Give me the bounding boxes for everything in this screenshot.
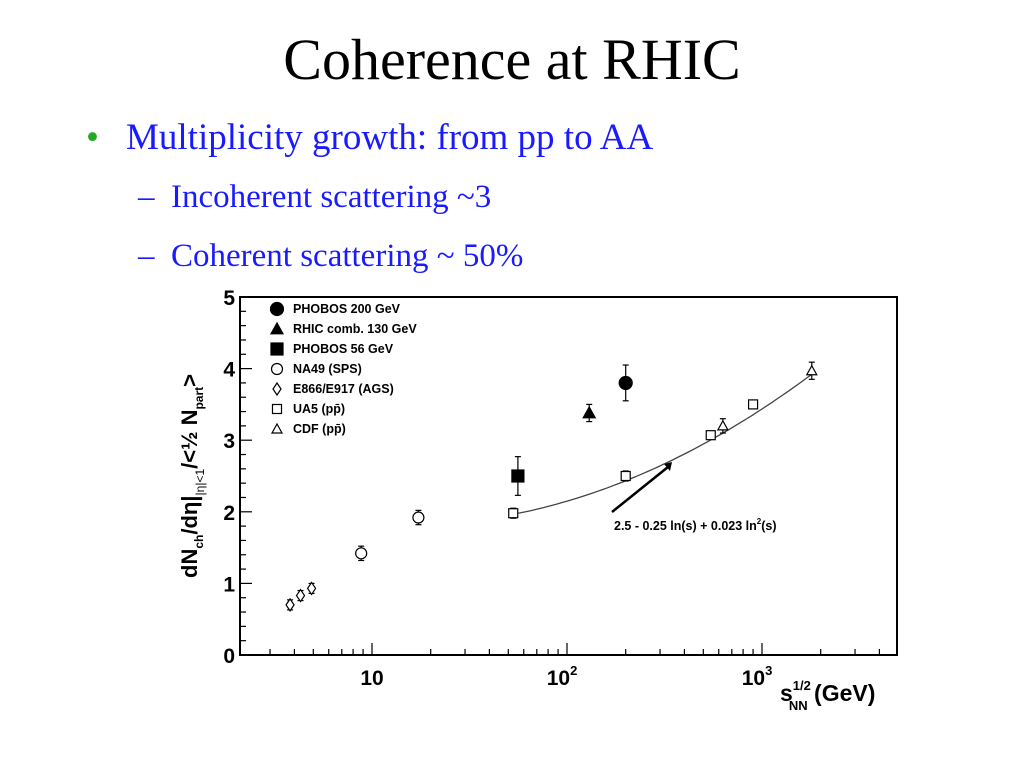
- legend-label: PHOBOS 200 GeV: [293, 302, 401, 316]
- plot-frame: [239, 296, 898, 656]
- bullet-marker: •: [86, 117, 99, 158]
- data-point: [618, 375, 633, 391]
- data-point: [511, 469, 525, 483]
- legend-label: E866/E917 (AGS): [293, 382, 394, 396]
- data-point: [747, 399, 759, 410]
- sub-marker: –: [138, 238, 155, 274]
- data-point: [285, 597, 295, 612]
- data-point: [805, 364, 818, 376]
- x-tick-label: 10: [360, 667, 383, 690]
- y-tick-label: 3: [223, 430, 235, 453]
- legend-label: CDF (pp̄): [293, 422, 346, 436]
- annotation-arrowhead: [664, 462, 672, 471]
- legend-label: PHOBOS 56 GeV: [293, 342, 394, 356]
- bullet-text: Multiplicity growth: from pp to AA: [126, 117, 654, 158]
- legend-marker: [269, 301, 285, 317]
- y-tick-label: 4: [223, 359, 235, 382]
- legend-marker: [272, 381, 282, 397]
- annotation-arrow: [611, 466, 669, 513]
- sub-marker: –: [138, 179, 155, 215]
- x-tick-label: 103: [742, 663, 773, 690]
- legend-label: UA5 (pp̄): [293, 402, 345, 416]
- data-point: [582, 405, 597, 419]
- x-axis-label: s1/2 NN (GeV): [780, 678, 875, 713]
- data-point: [295, 588, 306, 603]
- data-point: [716, 419, 729, 431]
- legend-marker: [270, 422, 284, 434]
- data-point: [508, 508, 519, 519]
- y-tick-label: 1: [223, 573, 235, 596]
- data-point: [306, 581, 317, 596]
- sub-bullet-text: Incoherent scattering ~3: [171, 179, 492, 215]
- legend-marker: [270, 342, 284, 356]
- slide-title: Coherence at RHIC: [283, 27, 741, 92]
- legend-marker: [269, 321, 285, 335]
- data-point: [412, 511, 425, 524]
- legend-label: RHIC comb. 130 GeV: [293, 322, 417, 336]
- data-point: [705, 430, 716, 441]
- y-axis-label: dNch/dη||η|<1/<½ Npart>: [177, 374, 207, 578]
- fit-label: 2.5 - 0.25 ln(s) + 0.023 ln2(s): [614, 517, 777, 533]
- data-point: [355, 547, 368, 560]
- sub-bullet-text: Coherent scattering ~ 50%: [171, 238, 524, 274]
- legend-marker: [270, 362, 284, 376]
- data-point: [620, 470, 631, 482]
- y-tick-label: 0: [223, 645, 235, 668]
- legend-label: NA49 (SPS): [293, 362, 362, 376]
- sub-bullet: – Coherent scattering ~ 50%: [138, 238, 523, 275]
- y-tick-label: 5: [223, 287, 235, 310]
- legend-marker: [271, 403, 283, 415]
- x-tick-label: 102: [547, 663, 578, 690]
- bullet: • Multiplicity growth: from pp to AA: [86, 116, 653, 159]
- sub-bullet: – Incoherent scattering ~3: [138, 179, 491, 216]
- fit-curve: [513, 373, 813, 515]
- y-tick-label: 2: [223, 502, 235, 525]
